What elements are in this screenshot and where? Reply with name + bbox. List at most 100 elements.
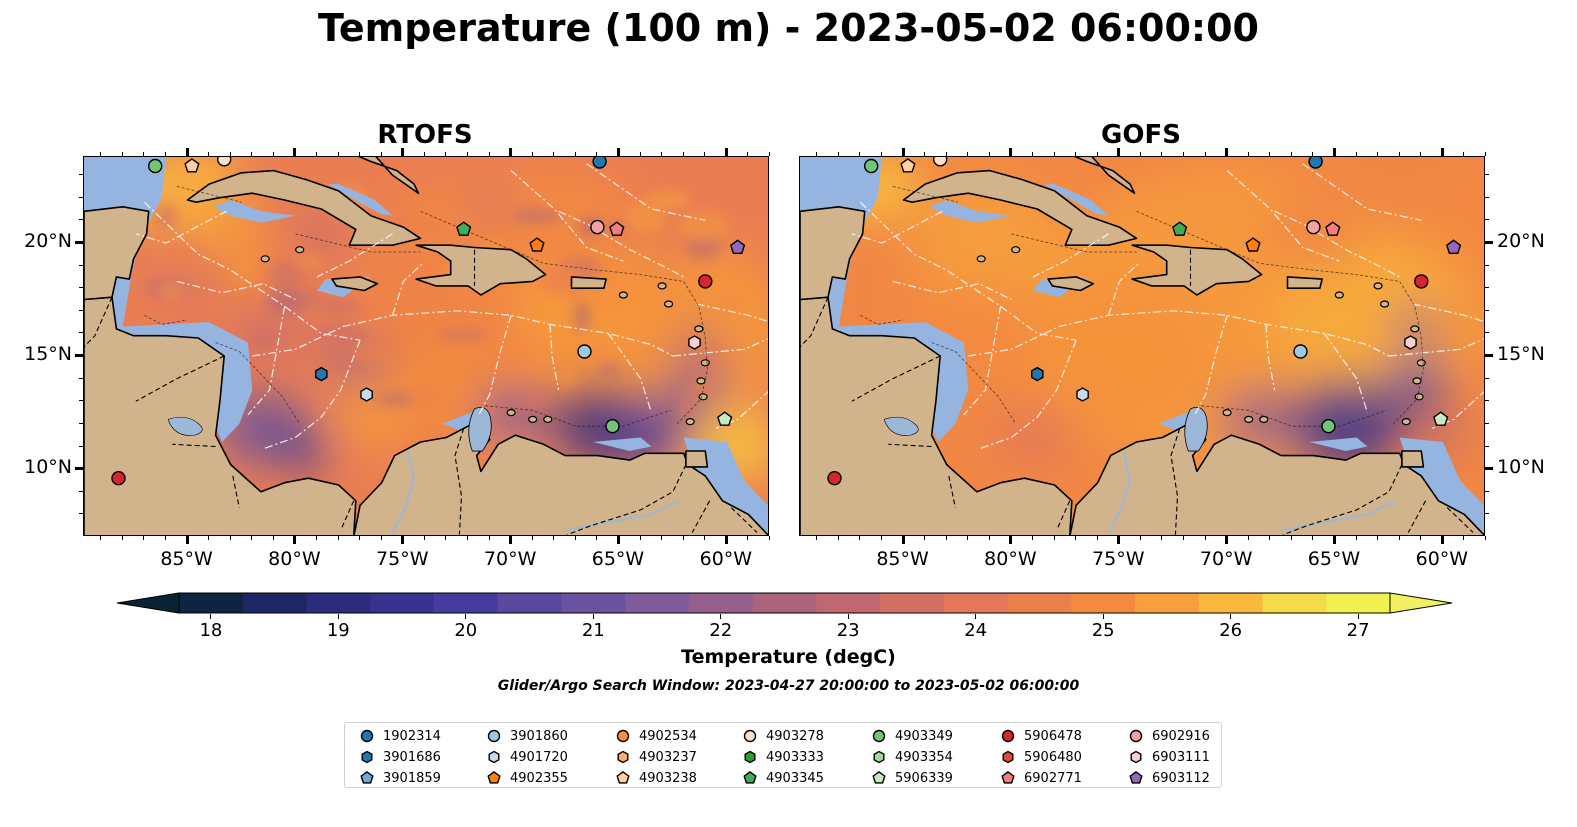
colorbar-bin bbox=[433, 593, 499, 613]
minor-tick bbox=[100, 536, 101, 540]
minor-tick bbox=[1054, 152, 1055, 156]
minor-tick bbox=[445, 536, 446, 540]
minor-tick bbox=[79, 513, 83, 514]
legend-label: 4903237 bbox=[639, 749, 697, 765]
minor-tick bbox=[1205, 536, 1206, 540]
colorbar-bin bbox=[179, 593, 244, 613]
minor-tick bbox=[79, 287, 83, 288]
minor-tick bbox=[1140, 152, 1141, 156]
colorbar-tick-label: 18 bbox=[199, 620, 223, 641]
float-marker bbox=[609, 221, 625, 236]
minor-tick bbox=[1485, 536, 1486, 540]
legend-label: 4903333 bbox=[766, 749, 824, 765]
major-tick bbox=[1441, 536, 1444, 544]
float-marker bbox=[184, 158, 200, 173]
colorbar-tick bbox=[1357, 614, 1359, 619]
minor-tick bbox=[1485, 423, 1489, 424]
float-marker bbox=[529, 237, 545, 252]
legend-label: 3901686 bbox=[383, 749, 441, 765]
lon-tick-label: 60°W bbox=[699, 548, 753, 570]
minor-tick bbox=[1075, 152, 1076, 156]
colorbar bbox=[117, 592, 1452, 614]
float-marker bbox=[729, 239, 746, 255]
minor-tick bbox=[338, 536, 339, 540]
legend-label: 6903111 bbox=[1152, 749, 1210, 765]
minor-tick bbox=[967, 536, 968, 540]
minor-tick bbox=[747, 152, 748, 156]
legend-item: 4903333 bbox=[742, 747, 824, 767]
minor-tick bbox=[575, 152, 576, 156]
minor-tick bbox=[381, 152, 382, 156]
minor-tick bbox=[575, 536, 576, 540]
float-marker bbox=[1172, 221, 1188, 236]
minor-tick bbox=[208, 152, 209, 156]
pentagon-marker-icon bbox=[1129, 771, 1143, 784]
legend-item: 3901686 bbox=[359, 747, 441, 767]
minor-tick bbox=[1485, 310, 1489, 311]
minor-tick bbox=[122, 536, 123, 540]
minor-tick bbox=[143, 536, 144, 540]
minor-tick bbox=[1399, 536, 1400, 540]
minor-tick bbox=[424, 152, 425, 156]
minor-tick bbox=[208, 536, 209, 540]
pentagon-marker-icon bbox=[1001, 771, 1015, 784]
lon-tick-label: 65°W bbox=[1307, 548, 1361, 570]
minor-tick bbox=[79, 219, 83, 220]
minor-tick bbox=[359, 152, 360, 156]
lon-tick-label: 85°W bbox=[160, 548, 213, 570]
pentagon-marker-icon bbox=[360, 771, 374, 784]
minor-tick bbox=[881, 152, 882, 156]
legend-item: 5906480 bbox=[1000, 747, 1082, 767]
panel-title-gofs: GOFS bbox=[1101, 120, 1181, 150]
minor-tick bbox=[1075, 536, 1076, 540]
lat-tick-label-left: 10°N bbox=[24, 456, 72, 479]
legend-label: 4903278 bbox=[766, 728, 824, 744]
colorbar-tick bbox=[337, 614, 339, 619]
colorbar-bin bbox=[1262, 593, 1327, 613]
minor-tick bbox=[816, 536, 817, 540]
colorbar-tick bbox=[592, 614, 594, 619]
legend-label: 3901859 bbox=[383, 770, 441, 786]
hexagon-marker-icon bbox=[488, 750, 500, 764]
lon-tick-label: 85°W bbox=[876, 548, 929, 570]
float-marker bbox=[592, 157, 607, 169]
legend-item: 4903278 bbox=[742, 726, 824, 746]
minor-tick bbox=[424, 536, 425, 540]
float-marker bbox=[1445, 239, 1462, 255]
minor-tick bbox=[251, 152, 252, 156]
minor-tick bbox=[1312, 536, 1313, 540]
minor-tick bbox=[596, 152, 597, 156]
minor-tick bbox=[165, 536, 166, 540]
minor-tick bbox=[316, 152, 317, 156]
float-marker bbox=[590, 219, 605, 235]
legend-item: 4903237 bbox=[615, 747, 697, 767]
colorbar-tick bbox=[210, 614, 212, 619]
minor-tick bbox=[1140, 536, 1141, 540]
hexagon-marker-icon bbox=[744, 750, 756, 764]
legend-label: 5906480 bbox=[1024, 749, 1082, 765]
minor-tick bbox=[683, 152, 684, 156]
lon-tick-label: 75°W bbox=[376, 548, 429, 570]
legend-item: 4903354 bbox=[871, 747, 953, 767]
float-marker bbox=[1030, 366, 1044, 382]
colorbar-bin bbox=[625, 593, 690, 613]
minor-tick bbox=[924, 536, 925, 540]
float-marker bbox=[827, 471, 842, 486]
major-tick bbox=[293, 536, 296, 544]
float-marker bbox=[111, 471, 126, 486]
minor-tick bbox=[251, 536, 252, 540]
minor-tick bbox=[1291, 152, 1292, 156]
minor-tick bbox=[859, 152, 860, 156]
minor-tick bbox=[1485, 491, 1489, 492]
minor-tick bbox=[79, 446, 83, 447]
minor-tick bbox=[165, 152, 166, 156]
major-tick bbox=[293, 148, 296, 156]
colorbar-bin bbox=[561, 593, 626, 613]
hexagon-marker-icon bbox=[873, 750, 885, 764]
minor-tick bbox=[1420, 152, 1421, 156]
minor-tick bbox=[1205, 152, 1206, 156]
minor-tick bbox=[838, 536, 839, 540]
float-marker bbox=[688, 335, 701, 350]
major-tick bbox=[1485, 241, 1493, 244]
colorbar-bin bbox=[306, 593, 371, 613]
